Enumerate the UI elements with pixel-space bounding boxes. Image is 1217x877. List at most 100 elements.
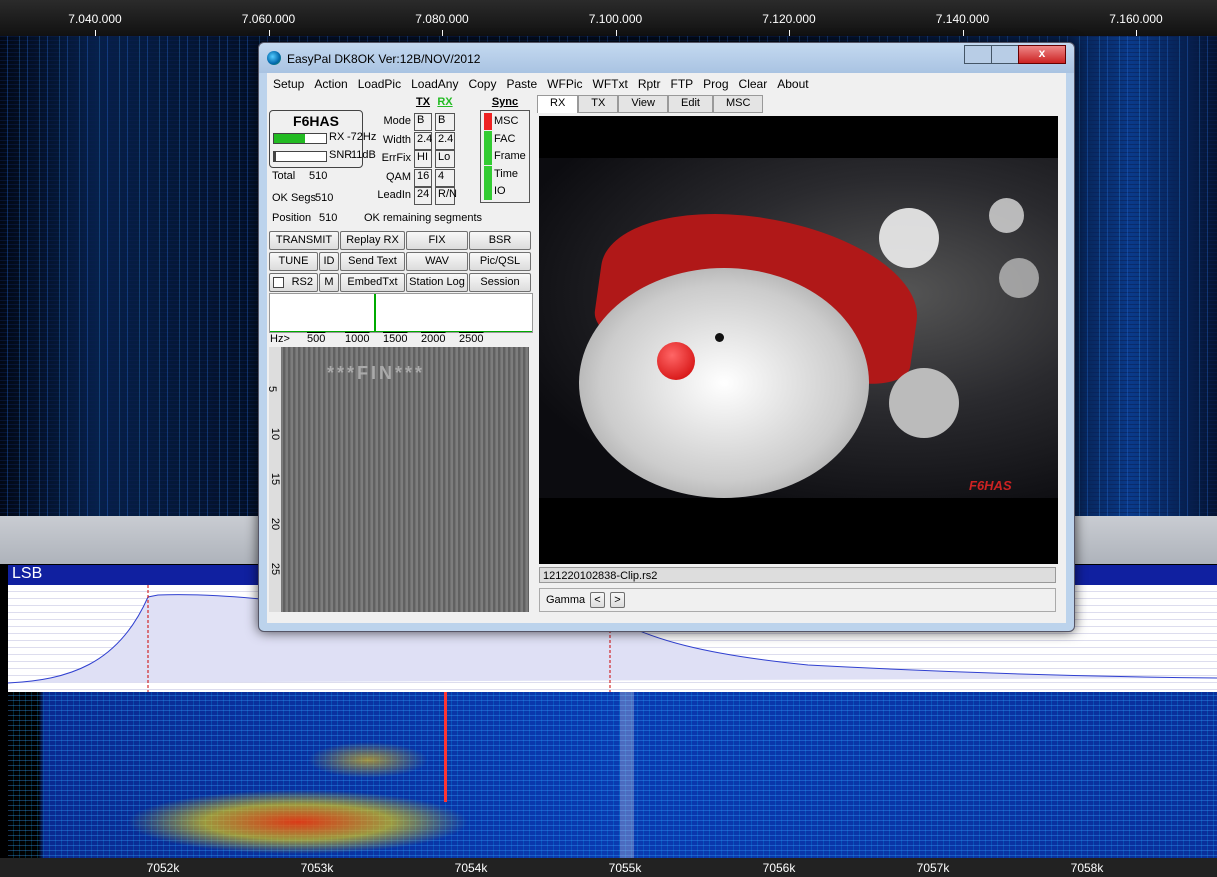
picture-caption: F6HAS [969,478,1012,493]
sync-led [484,130,492,148]
ok-segs-label: OK Segs [272,192,317,204]
scale-tick [789,30,790,36]
ruler-label: 25 [269,562,282,576]
button[interactable]: Station Log [406,273,468,292]
ruler-label: 5 [266,385,279,393]
button[interactable]: ID [319,252,339,271]
gamma-button[interactable]: < [590,592,605,608]
bokeh [989,198,1024,233]
button[interactable]: Session [469,273,531,292]
sync-label: MSC [494,115,519,127]
param-tx: 2.4 [414,131,432,150]
waterfall [8,692,1217,858]
ok-segs-value: 510 [315,192,334,204]
spectrum-axis-label: 1500 [383,333,408,345]
picture: F6HAS [539,158,1058,498]
scale-tick [442,30,443,36]
menu-item[interactable]: Paste [506,77,538,91]
tab[interactable]: TX [578,95,619,113]
gamma-bar: Gamma < > [539,588,1056,612]
tab[interactable]: Edit [668,95,713,113]
scale-label: 7052k [146,861,180,875]
menu-item[interactable]: Rptr [637,77,661,91]
tab[interactable]: RX [537,95,579,113]
button[interactable]: Send Text [340,252,405,271]
picture-frame: F6HAS [539,116,1058,564]
menu-item[interactable]: Action [314,77,348,91]
scale-label: 7056k [762,861,796,875]
minimize-button[interactable] [964,45,992,64]
menu-item[interactable]: Prog [703,77,729,91]
rx-offset: -72Hz [347,131,377,143]
sync-led [484,183,492,200]
param-tx: 24 [414,187,432,205]
button[interactable]: M [319,273,339,292]
checkbox[interactable] [273,277,284,288]
menu-item[interactable]: LoadAny [411,77,459,91]
menu-item[interactable]: About [777,77,809,91]
menu-item[interactable]: FTP [670,77,694,91]
total-value: 510 [309,170,328,182]
menu-item[interactable]: LoadPic [357,77,402,91]
scale-tick [962,30,964,36]
param-rx: B [435,113,455,131]
scale-tick [95,30,96,36]
status-panel: F6HAS RX -72Hz SNR 11dB Total 510 OK Segs 510 Pos… [266,73,537,623]
button[interactable]: WAV [406,252,468,271]
sync-led [484,113,492,130]
sync-box [480,110,530,203]
button[interactable]: TUNE [269,252,318,271]
spectrum-axis-label: 500 [307,333,326,345]
scale-label: 7054k [454,861,488,875]
button[interactable]: BSR [469,231,531,250]
rx-label: RX [329,131,345,143]
tab[interactable]: MSC [712,95,764,113]
menu-item[interactable]: Copy [468,77,497,91]
gamma-button[interactable]: > [610,592,625,608]
sync-led [484,165,492,183]
spectrum-axis-label: 2000 [421,333,446,345]
scale-label: 7.120.000 [762,12,816,26]
sync-label: Time [494,167,519,180]
scale-label: 7.100.000 [588,12,643,26]
bokeh [879,208,939,268]
button[interactable]: EmbedTxt [340,273,405,292]
scale-label: 7.140.000 [935,12,990,26]
picture-panel: RX TX View Edit MSC F6HAS 121220102838-Clip.… [537,95,1062,620]
maximize-button[interactable] [991,45,1019,64]
mini-spectrum [269,293,533,333]
tab[interactable]: View [618,95,668,113]
frequency-scale: 7052k 7053k 7054k 7055k 7056k 7057k 7058k [0,858,1217,877]
scale-label: 7.160.000 [1109,12,1163,26]
total-label: Total [272,170,296,182]
mode-label: LSB [12,565,43,582]
button[interactable]: Pic/QSL [469,252,531,271]
sync-header: Sync [491,96,519,108]
param-rx: 2.4 [435,131,455,150]
param-label: Width [382,133,411,146]
sync-label: IO [494,185,506,197]
snr-label: SNR [329,149,353,161]
close-button[interactable]: x [1018,45,1066,64]
menu-item[interactable]: WFTxt [592,77,628,91]
button[interactable]: FIX [406,231,468,250]
param-label: Mode [383,115,411,127]
ruler-label: 20 [269,517,282,531]
menu-item[interactable]: Setup [273,77,305,91]
ruler-label: 15 [269,472,282,486]
menu-item[interactable]: Clear [738,77,768,91]
scale-label: 7.040.000 [68,12,122,26]
frequency-scale: 7.040.000 7.060.000 7.080.000 7.100.000 7.12… [0,0,1217,36]
button[interactable]: Replay RX [340,231,405,250]
param-label: QAM [385,170,411,183]
snr-bar [273,151,327,162]
scale-label: 7.080.000 [415,12,469,26]
menu-item[interactable]: WFPic [547,77,583,91]
param-label: ErrFix [381,152,411,164]
param-rx: Lo [435,150,455,168]
position-label: Position [272,212,312,224]
scale-label: 7058k [1070,861,1104,875]
button[interactable]: TRANSMIT [269,231,339,250]
gamma-label: Gamma [546,594,586,606]
